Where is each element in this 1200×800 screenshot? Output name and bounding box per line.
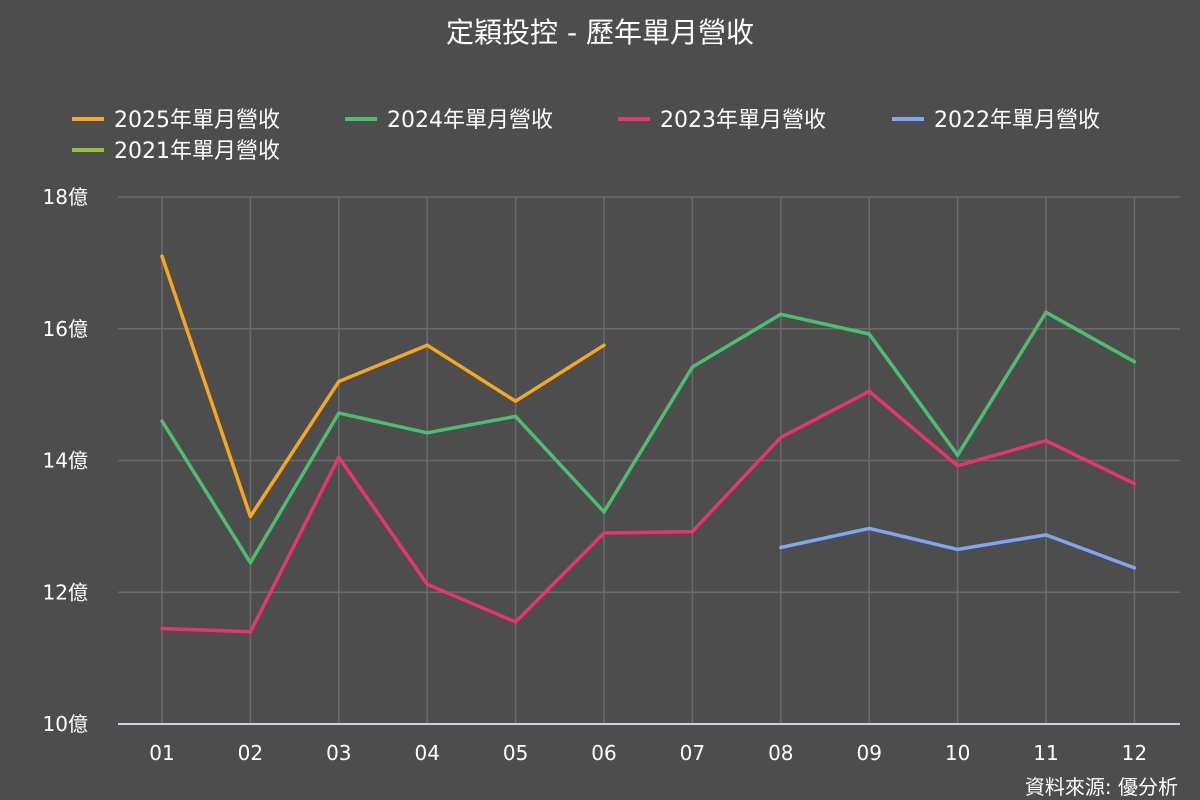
y-tick-label: 18億 xyxy=(43,185,88,209)
x-tick-label: 06 xyxy=(591,741,616,765)
x-tick-label: 07 xyxy=(680,741,705,765)
data-point xyxy=(1132,481,1136,486)
legend-label: 2021年單月營收 xyxy=(114,139,280,164)
legend-item[interactable]: 2025年單月營收 xyxy=(72,108,280,133)
data-point xyxy=(248,561,252,565)
data-point xyxy=(160,419,164,423)
x-tick-label: 05 xyxy=(503,741,528,765)
series-line xyxy=(160,254,606,519)
x-tick-label: 09 xyxy=(856,741,881,765)
grid-lines xyxy=(118,196,1180,725)
data-point xyxy=(337,379,341,384)
data-point xyxy=(956,453,960,457)
legend-label: 2024年單月營收 xyxy=(387,108,553,133)
x-axis-ticks: 01 02 03 04 05 06 07 08 09 10 11 12 xyxy=(149,741,1147,765)
x-tick-label: 11 xyxy=(1033,741,1058,765)
series-line xyxy=(160,389,1137,634)
y-tick-label: 10億 xyxy=(43,712,88,736)
x-tick-label: 10 xyxy=(945,741,970,765)
data-point xyxy=(602,510,606,514)
data-point xyxy=(337,455,341,459)
data-point xyxy=(956,464,960,468)
data-point xyxy=(514,414,518,418)
series-line xyxy=(160,310,1137,565)
data-point xyxy=(1044,533,1048,537)
data-point xyxy=(602,343,606,347)
data-point xyxy=(248,630,252,634)
legend-label: 2022年單月營收 xyxy=(934,108,1100,133)
legend: 2025年單月營收 2024年單月營收 2023年單月營收 2022年單月營收 2021… xyxy=(72,108,1100,164)
data-point xyxy=(956,547,960,552)
x-tick-label: 12 xyxy=(1122,741,1147,765)
legend-label: 2025年單月營收 xyxy=(114,108,280,133)
data-point xyxy=(1044,439,1048,443)
data-point xyxy=(867,526,871,530)
data-point xyxy=(248,514,252,519)
chart-title: 定穎投控 - 歷年單月營收 xyxy=(446,16,754,49)
legend-item[interactable]: 2022年單月營收 xyxy=(892,108,1100,133)
data-point xyxy=(602,531,606,535)
data-point xyxy=(425,582,429,586)
y-axis-ticks: 10億 12億 14億 16億 18億 xyxy=(43,185,88,736)
data-point xyxy=(514,399,518,403)
x-tick-label: 01 xyxy=(149,741,174,765)
x-tick-label: 03 xyxy=(326,741,351,765)
legend-item[interactable]: 2021年單月營收 xyxy=(72,139,280,164)
legend-item[interactable]: 2023年單月營收 xyxy=(618,108,826,133)
data-point xyxy=(425,343,429,347)
source-label: 資料來源: 優分析 xyxy=(1025,775,1178,799)
data-point xyxy=(160,254,164,258)
x-tick-label: 02 xyxy=(238,741,263,765)
legend-label: 2023年單月營收 xyxy=(660,108,826,133)
y-tick-label: 16億 xyxy=(43,317,88,341)
data-point xyxy=(1044,310,1048,314)
series-lines xyxy=(160,254,1137,634)
data-point xyxy=(867,389,871,393)
x-tick-label: 04 xyxy=(414,741,439,765)
data-point xyxy=(1132,566,1136,570)
y-tick-label: 12億 xyxy=(43,580,88,604)
x-tick-label: 08 xyxy=(768,741,793,765)
data-point xyxy=(690,365,695,369)
data-point xyxy=(779,435,783,440)
data-point xyxy=(690,530,695,534)
data-point xyxy=(514,620,518,624)
data-point xyxy=(779,312,783,316)
data-point xyxy=(425,431,429,435)
data-point xyxy=(160,626,164,631)
data-point xyxy=(867,332,871,336)
data-point xyxy=(337,411,341,415)
y-tick-label: 14億 xyxy=(43,449,88,473)
legend-item[interactable]: 2024年單月營收 xyxy=(345,108,553,133)
data-point xyxy=(779,545,783,550)
data-point xyxy=(1132,360,1136,364)
